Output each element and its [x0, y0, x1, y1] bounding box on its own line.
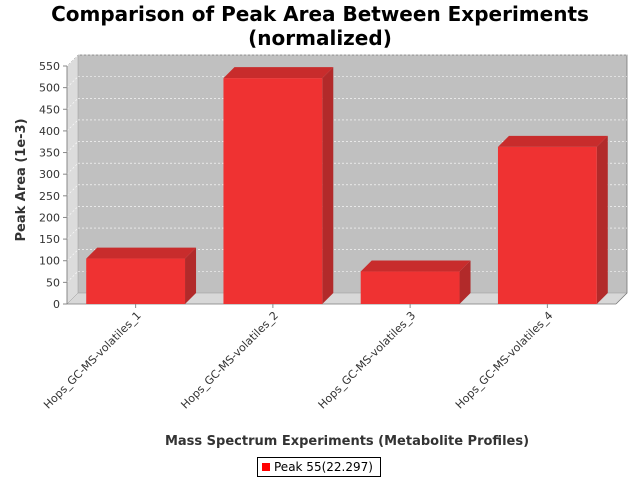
bar-side [596, 135, 608, 304]
chart-title: Comparison of Peak Area Between Experime… [51, 2, 589, 50]
x-axis: Hops_GC-MS-volatiles_1 Hops_GC-MS-volatil… [41, 304, 555, 411]
x-axis-label: Mass Spectrum Experiments (Metabolite Pr… [165, 434, 529, 449]
bar-front [223, 78, 323, 304]
x-tick-label: Hops_GC-MS-volatiles_4 [453, 309, 556, 412]
bar-top [86, 247, 197, 259]
y-tick-label: 50 [46, 276, 60, 289]
left-wall [66, 54, 79, 305]
x-tick-label: Hops_GC-MS-volatiles_1 [41, 309, 144, 412]
bar-1 [86, 247, 197, 304]
y-tick-label: 550 [39, 60, 60, 73]
grid-line [66, 119, 79, 132]
y-tick-label: 350 [39, 147, 60, 160]
bar-front [360, 271, 460, 304]
bar-side [185, 247, 197, 304]
plot-outline [78, 54, 628, 305]
grid-line [66, 206, 79, 218]
x-tick-label: Hops_GC-MS-volatiles_3 [316, 309, 419, 412]
legend-swatch [262, 463, 270, 471]
grid-line [66, 271, 79, 283]
bar-3 [360, 260, 471, 304]
y-axis-label: Peak Area (1e-3) [14, 118, 29, 241]
grid-line [66, 249, 79, 261]
grid-line [66, 54, 79, 67]
grid-line [66, 227, 79, 240]
y-tick-label: 100 [39, 255, 60, 268]
grid-line [66, 98, 79, 110]
y-tick-label: 0 [53, 298, 60, 311]
y-tick-label: 400 [39, 125, 60, 138]
grid-line [66, 184, 79, 197]
y-tick-label: 500 [39, 82, 60, 95]
y-tick-label: 450 [39, 103, 60, 116]
y-axis: 0 50 100 150 200 250 300 350 400 450 500 550 [39, 60, 68, 311]
bar-top [497, 135, 608, 147]
y-tick-label: 200 [39, 211, 60, 224]
grid-line [66, 162, 79, 175]
bar-top [360, 260, 471, 272]
y-tick-label: 300 [39, 168, 60, 181]
bar-front [86, 258, 186, 304]
bar-side [459, 260, 471, 304]
bar-top [223, 67, 334, 79]
bar-front [497, 146, 597, 304]
bars [86, 67, 608, 304]
y-tick-label: 250 [39, 190, 60, 203]
bar-2 [223, 67, 334, 304]
legend-label: Peak 55(22.297) [274, 460, 373, 474]
y-tick-label: 150 [39, 233, 60, 246]
grid-line [66, 141, 79, 153]
grid-line [66, 76, 79, 88]
plot-background [78, 55, 627, 293]
bar-side [322, 67, 334, 304]
legend: Peak 55(22.297) [257, 457, 381, 477]
bar-4 [497, 135, 608, 304]
x-tick-label: Hops_GC-MS-volatiles_2 [178, 309, 281, 412]
